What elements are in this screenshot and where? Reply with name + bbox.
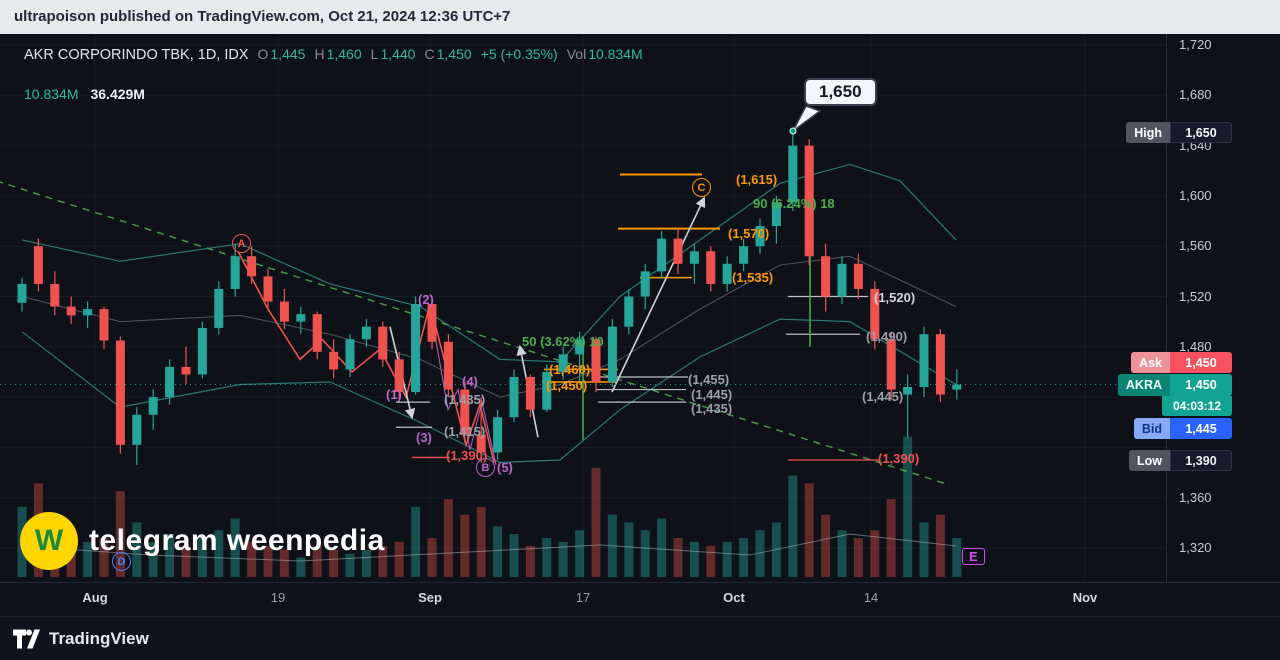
volume-indicator-legend: 10.834M 36.429M: [24, 86, 145, 102]
watermark: W telegram weenpedia: [20, 512, 385, 570]
high-badge-label: High: [1126, 122, 1170, 143]
low-badge-label: Low: [1129, 450, 1170, 471]
close-label: C: [424, 46, 435, 62]
price-tick: 1,720: [1179, 37, 1212, 52]
high-badge[interactable]: High 1,650: [1126, 122, 1232, 143]
bar-countdown-value: 04:03:12: [1162, 396, 1232, 416]
high-price-callout: 1,650: [804, 78, 877, 106]
price-axis[interactable]: 1,720 1,680 1,640 1,600 1,560 1,520 1,480 1,360…: [1166, 34, 1280, 582]
time-axis-label: 17: [575, 590, 591, 605]
high-badge-value: 1,650: [1170, 122, 1232, 143]
price-tick: 1,480: [1179, 338, 1212, 354]
open-label: O: [257, 46, 269, 62]
price-tick: 1,680: [1179, 87, 1212, 103]
volume-label: Vol: [566, 46, 587, 62]
volume-current: 10.834M: [24, 86, 79, 102]
chart-canvas[interactable]: [0, 34, 1166, 582]
ask-badge-label: Ask: [1131, 352, 1170, 373]
bid-badge[interactable]: Bid 1,445: [1133, 418, 1232, 439]
ask-badge-value: 1,450: [1170, 352, 1232, 373]
price-tick: 1,360: [1179, 489, 1212, 505]
time-axis-label: Aug: [82, 590, 108, 605]
tradingview-brand-text: TradingView: [49, 628, 149, 648]
time-axis-label: 14: [863, 590, 879, 605]
last-badge-label: AKRA: [1117, 374, 1170, 396]
price-tick: 1,560: [1179, 238, 1212, 254]
time-axis-label: Oct: [723, 590, 745, 605]
high-value: 1,460: [326, 46, 362, 62]
weenpedia-logo-icon: W: [20, 512, 78, 570]
low-value: 1,440: [380, 46, 416, 62]
low-badge-value: 1,390: [1170, 450, 1232, 471]
low-label: L: [370, 46, 379, 62]
bid-badge-label: Bid: [1133, 418, 1170, 439]
high-label: H: [314, 46, 325, 62]
time-axis-label: Sep: [418, 590, 442, 605]
attribution-text: ultrapoison published on TradingView.com…: [14, 8, 511, 25]
footer-bar: TradingView: [0, 616, 1280, 660]
attribution-bar: ultrapoison published on TradingView.com…: [0, 0, 1280, 34]
close-value: 1,450: [436, 46, 472, 62]
ask-badge[interactable]: Ask 1,450: [1131, 352, 1232, 373]
bid-badge-value: 1,445: [1170, 418, 1232, 439]
time-axis-label: 19: [270, 590, 286, 605]
price-tick: 1,520: [1179, 288, 1212, 304]
high-callout-value: 1,650: [819, 82, 862, 101]
last-badge-value: 1,450: [1170, 374, 1232, 396]
low-badge[interactable]: Low 1,390: [1129, 450, 1232, 471]
price-tick: 1,320: [1179, 540, 1212, 555]
last-price-badge[interactable]: AKRA 1,450: [1117, 374, 1232, 396]
tradingview-logo-icon: [13, 629, 40, 648]
weenpedia-logo-letter: W: [34, 524, 64, 557]
price-tick: 1,600: [1179, 187, 1212, 203]
symbol-legend: AKR CORPORINDO TBK, 1D, IDX O 1,445 H 1,46…: [24, 46, 643, 63]
watermark-text: telegram weenpedia: [89, 524, 385, 557]
change-value: +5 (+0.35%): [480, 46, 558, 62]
time-axis-label: Nov: [1072, 590, 1098, 605]
chart-area: AKR CORPORINDO TBK, 1D, IDX O 1,445 H 1,46…: [0, 34, 1280, 616]
volume-value: 10.834M: [588, 46, 643, 62]
bar-countdown: 04:03:12: [1162, 396, 1232, 416]
tradingview-link[interactable]: TradingView: [13, 629, 149, 649]
open-value: 1,445: [270, 46, 306, 62]
symbol-name[interactable]: AKR CORPORINDO TBK, 1D, IDX: [24, 47, 249, 63]
time-axis[interactable]: Aug 19 Sep 17 Oct 14 Nov: [0, 582, 1280, 616]
volume-average: 36.429M: [90, 86, 145, 102]
